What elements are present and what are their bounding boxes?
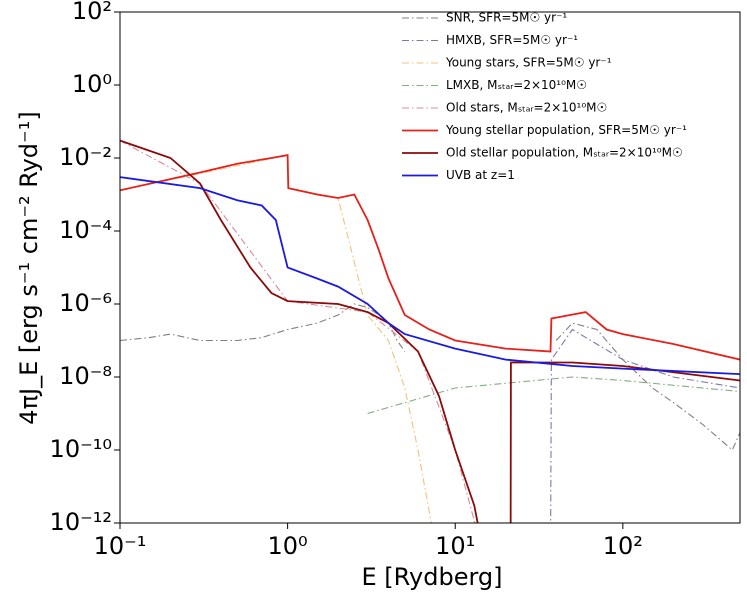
series-line bbox=[120, 140, 476, 523]
plot-area bbox=[120, 139, 740, 523]
x-axis-label: E [Rydberg] bbox=[362, 563, 503, 591]
series-line bbox=[120, 154, 740, 361]
x-tick-label: 10⁰ bbox=[268, 532, 308, 560]
legend-label: UVB at z=1 bbox=[446, 168, 515, 182]
legend-label: Old stars, Mₛₜₐᵣ=2×10¹⁰M☉ bbox=[446, 101, 607, 115]
y-tick-label: 10⁻⁴ bbox=[59, 216, 112, 244]
y-tick-label: 10⁻⁸ bbox=[59, 362, 112, 390]
y-tick-label: 10⁰ bbox=[72, 70, 112, 98]
y-tick-label: 10⁻⁶ bbox=[59, 289, 112, 317]
x-tick-label: 10² bbox=[603, 532, 643, 560]
x-tick-label: 10¹ bbox=[435, 532, 475, 560]
legend-label: HMXB, SFR=5M☉ yr⁻¹ bbox=[446, 33, 578, 47]
series-line bbox=[120, 176, 740, 375]
y-axis-label: 4πJ_E [erg s⁻¹ cm⁻² Ryd⁻¹] bbox=[15, 111, 43, 424]
y-tick-label: 10⁻¹⁰ bbox=[50, 435, 112, 463]
x-tick-label: 10⁻¹ bbox=[94, 532, 147, 560]
legend-label: Young stellar population, SFR=5M☉ yr⁻¹ bbox=[445, 123, 687, 137]
legend-label: LMXB, Mₛₜₐᵣ=2×10¹⁰M☉ bbox=[446, 78, 587, 92]
series-line bbox=[550, 328, 740, 523]
series-line bbox=[120, 154, 432, 523]
legend-label: Young stars, SFR=5M☉ yr⁻¹ bbox=[445, 56, 612, 70]
series-line bbox=[367, 376, 740, 415]
legend-label: Old stellar population, Mₛₜₐᵣ=2×10¹⁰M☉ bbox=[446, 146, 683, 160]
y-tick-label: 10⁻¹² bbox=[50, 508, 112, 536]
y-tick-label: 10² bbox=[72, 0, 112, 25]
plot-frame bbox=[119, 11, 741, 524]
series-line bbox=[120, 139, 740, 523]
y-tick-label: 10⁻² bbox=[59, 143, 112, 171]
legend-label: SNR, SFR=5M☉ yr⁻¹ bbox=[446, 11, 567, 25]
